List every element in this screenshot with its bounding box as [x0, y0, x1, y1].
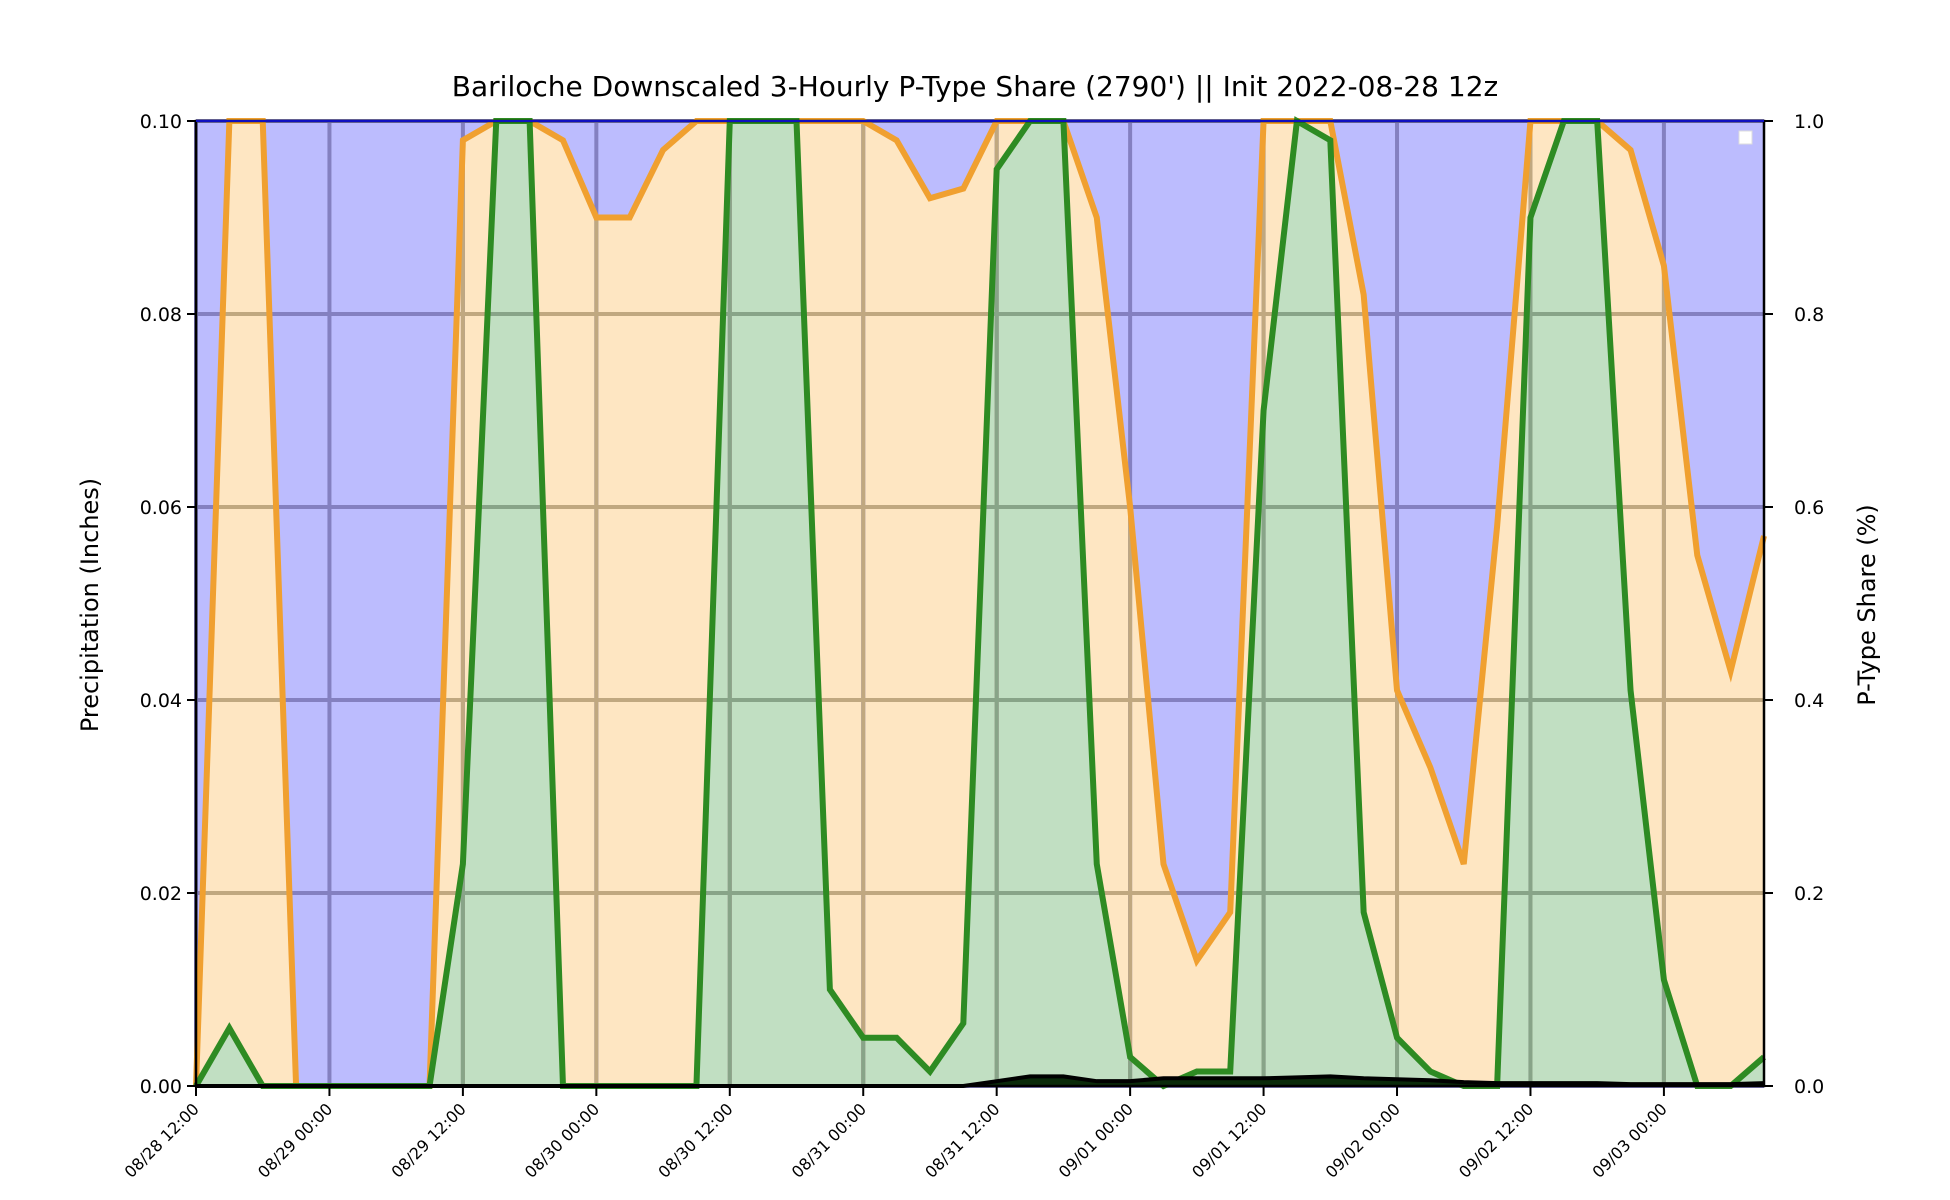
- x-tick-label: 09/01 12:00: [1188, 1099, 1270, 1181]
- x-tick-label: 08/30 12:00: [654, 1099, 736, 1181]
- x-tick-label: 09/02 12:00: [1455, 1099, 1537, 1181]
- y-tick-label-right: 0.6: [1794, 497, 1824, 519]
- y-tick-label-right: 0.0: [1794, 1076, 1824, 1098]
- y-tick-label-right: 0.2: [1794, 883, 1824, 905]
- x-axis: 08/28 12:00 08/29 00:00 08/29 12:00 08/30 0…: [121, 1086, 1671, 1182]
- x-tick-label: 09/02 00:00: [1322, 1099, 1404, 1181]
- x-tick-label: 09/01 00:00: [1055, 1099, 1137, 1181]
- x-tick-label: 08/29 00:00: [254, 1099, 336, 1181]
- x-tick-label: 08/28 12:00: [121, 1099, 203, 1181]
- chart-title: Bariloche Downscaled 3-Hourly P-Type Sha…: [452, 70, 1498, 103]
- y-tick-label: 0.06: [140, 497, 182, 519]
- y-tick-label: 0.04: [140, 690, 182, 712]
- y-tick-label: 0.10: [140, 111, 182, 133]
- y-tick-label-right: 0.8: [1794, 304, 1824, 326]
- plot-frame: [194, 119, 1766, 1088]
- x-tick-label: 08/30 00:00: [521, 1099, 603, 1181]
- x-tick-label: 09/03 00:00: [1588, 1099, 1670, 1181]
- rain-share-line: [193, 116, 1766, 1090]
- legend-box: [1738, 130, 1753, 145]
- y-axis-left: 0.00 0.02 0.04 0.06 0.08 0.10: [140, 111, 196, 1098]
- x-tick-label: 08/29 12:00: [387, 1099, 469, 1181]
- y-tick-label-right: 0.4: [1794, 690, 1824, 712]
- mixed-share-line: [193, 118, 1767, 1089]
- x-tick-label: 08/31 12:00: [921, 1099, 1003, 1181]
- y-tick-label: 0.00: [140, 1076, 182, 1098]
- y-axis-right: 0.0 0.2 0.4 0.6 0.8 1.0: [1764, 111, 1824, 1098]
- y-axis-label-left: Precipitation (Inches): [76, 478, 104, 732]
- y-tick-label: 0.08: [140, 304, 182, 326]
- y-tick-label-right: 1.0: [1794, 111, 1824, 133]
- y-axis-label-right: P-Type Share (%): [1853, 504, 1881, 706]
- y-tick-label: 0.02: [140, 883, 182, 905]
- x-tick-label: 08/31 00:00: [788, 1099, 870, 1181]
